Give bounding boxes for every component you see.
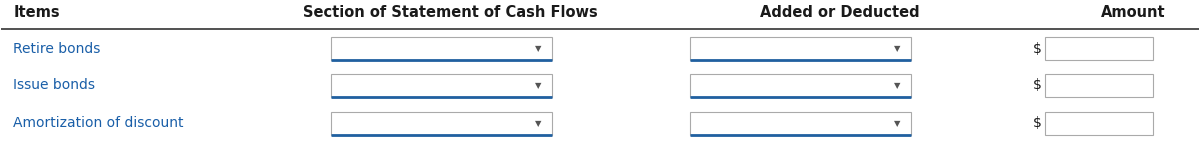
FancyBboxPatch shape (331, 112, 552, 135)
Text: ▼: ▼ (534, 119, 541, 128)
Text: ▼: ▼ (894, 119, 900, 128)
Text: ▼: ▼ (894, 81, 900, 90)
Text: Added or Deducted: Added or Deducted (760, 5, 919, 20)
Text: Retire bonds: Retire bonds (13, 41, 101, 56)
Text: $: $ (1033, 116, 1042, 130)
Text: ▼: ▼ (894, 44, 900, 53)
FancyBboxPatch shape (690, 112, 911, 135)
Text: $: $ (1033, 41, 1042, 56)
Text: Section of Statement of Cash Flows: Section of Statement of Cash Flows (302, 5, 598, 20)
FancyBboxPatch shape (1045, 74, 1153, 97)
Text: Amount: Amount (1100, 5, 1165, 20)
Text: ▼: ▼ (534, 44, 541, 53)
FancyBboxPatch shape (1045, 37, 1153, 60)
Text: Amortization of discount: Amortization of discount (13, 116, 184, 130)
FancyBboxPatch shape (690, 37, 911, 60)
Text: ▼: ▼ (534, 81, 541, 90)
Text: Issue bonds: Issue bonds (13, 78, 95, 92)
FancyBboxPatch shape (690, 74, 911, 97)
Text: Items: Items (13, 5, 60, 20)
Text: $: $ (1033, 78, 1042, 92)
FancyBboxPatch shape (331, 37, 552, 60)
FancyBboxPatch shape (1045, 112, 1153, 135)
FancyBboxPatch shape (331, 74, 552, 97)
